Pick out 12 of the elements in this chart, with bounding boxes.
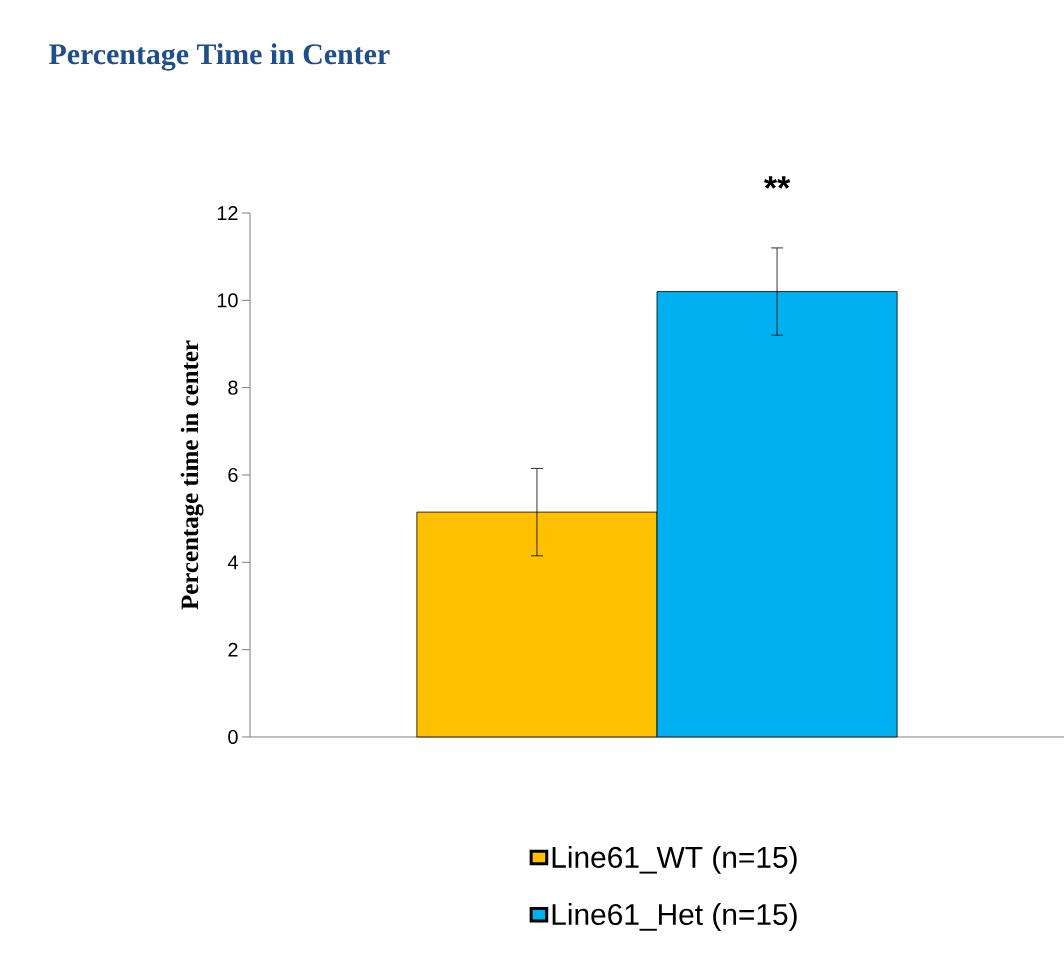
y-tick-label: 6 [228,467,238,483]
text: ** [763,176,791,189]
y-tick-label: 4 [227,555,238,570]
y-tick-label: 0 [228,729,238,745]
y-tick-label: 10 [217,293,238,308]
legend-label: Line61_Het (n=15) [552,903,797,931]
legend-label: Line61_WT (n=15) [552,845,797,874]
chart-title: Percentage Time in Center [49,43,390,71]
y-tick-label: 8 [228,380,238,395]
y-axis-title: Percentage time in center [180,340,204,610]
y-tick-label: 12 [217,206,238,220]
y-tick-label: 2 [228,642,238,657]
